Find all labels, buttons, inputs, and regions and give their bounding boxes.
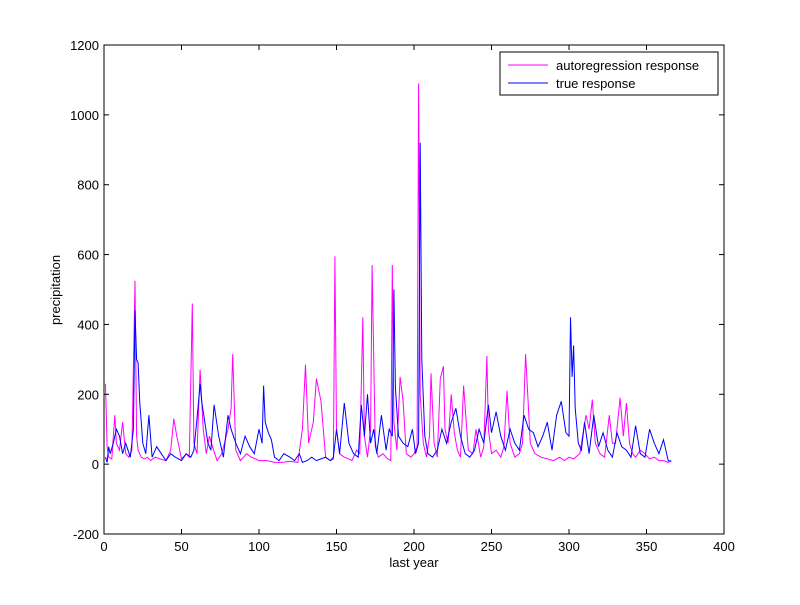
y-tick-label: 400 — [77, 317, 99, 332]
series-line-true-response — [105, 142, 672, 464]
legend-label-autoregression: autoregression response — [556, 58, 699, 73]
y-tick-label: 800 — [77, 178, 99, 193]
y-tick-label: 600 — [77, 248, 99, 263]
series-group — [105, 83, 672, 464]
y-tick-label: 1200 — [70, 38, 99, 53]
y-tick-label: 0 — [92, 457, 99, 472]
x-tick-label: 250 — [481, 539, 503, 554]
y-tick-label: -200 — [73, 527, 99, 542]
x-tick-label: 350 — [636, 539, 658, 554]
x-tick-label: 0 — [100, 539, 107, 554]
plot-area — [103, 44, 725, 535]
axis-ticks: 0 50 100 150 200 250 300 350 400-200020040060080… — [70, 38, 735, 554]
x-tick-label: 300 — [558, 539, 580, 554]
x-tick-label: 400 — [713, 539, 735, 554]
legend-box — [499, 51, 719, 96]
y-tick-label: 200 — [77, 387, 99, 402]
x-axis-label: last year — [389, 555, 439, 570]
x-tick-label: 100 — [248, 539, 270, 554]
legend-label-true-response: true response — [556, 76, 636, 91]
legend: autoregression response true response — [499, 51, 719, 96]
x-tick-label: 150 — [326, 539, 348, 554]
x-tick-label: 50 — [174, 539, 188, 554]
x-tick-label: 200 — [403, 539, 425, 554]
y-axis-label: precipitation — [48, 255, 63, 325]
y-tick-label: 1000 — [70, 108, 99, 123]
